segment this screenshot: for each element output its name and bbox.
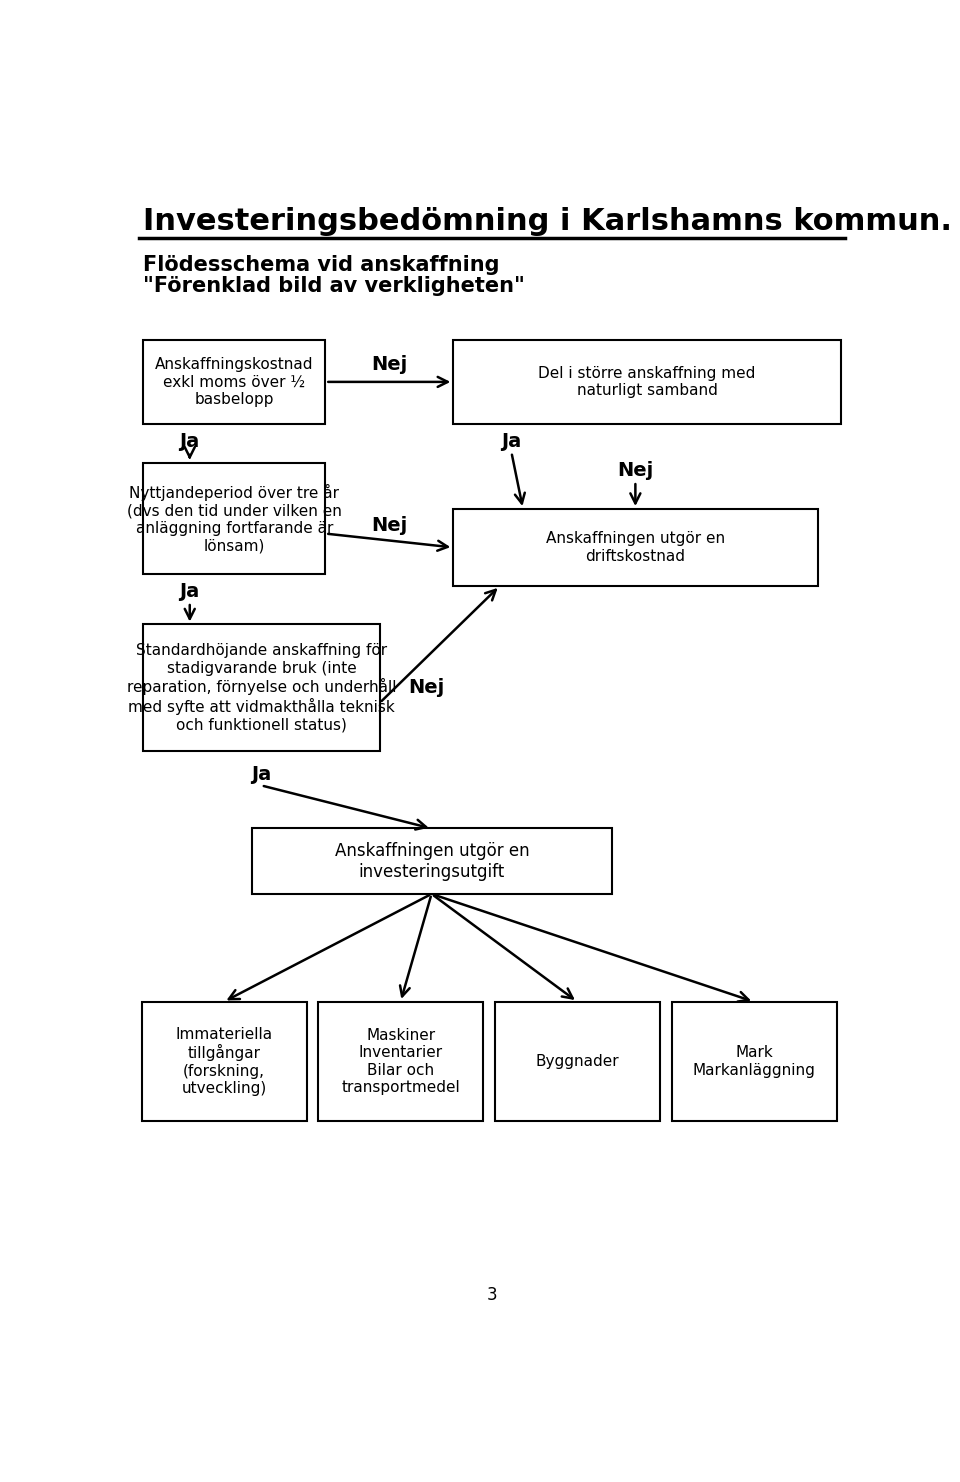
Text: Mark
Markanläggning: Mark Markanläggning xyxy=(693,1045,816,1077)
Text: Flödesschema vid anskaffning: Flödesschema vid anskaffning xyxy=(143,255,500,274)
Text: Ja: Ja xyxy=(180,582,200,600)
Text: Maskiner
Inventarier
Bilar och
transportmedel: Maskiner Inventarier Bilar och transport… xyxy=(342,1029,460,1095)
Text: 3: 3 xyxy=(487,1285,497,1304)
Text: Immateriella
tillgångar
(forskning,
utveckling): Immateriella tillgångar (forskning, utve… xyxy=(176,1027,273,1097)
Bar xyxy=(672,1002,837,1120)
Bar xyxy=(143,339,325,424)
Text: Ja: Ja xyxy=(501,431,521,451)
Text: Nej: Nej xyxy=(408,679,444,697)
Bar xyxy=(495,1002,660,1120)
Text: Byggnader: Byggnader xyxy=(536,1054,619,1069)
Text: Nyttjandeperiod över tre år
(dvs den tid under vilken en
anläggning fortfarande : Nyttjandeperiod över tre år (dvs den tid… xyxy=(127,485,342,553)
Bar xyxy=(142,1002,307,1120)
Text: Investeringsbedömning i Karlshamns kommun.: Investeringsbedömning i Karlshamns kommu… xyxy=(143,207,952,236)
Text: Standardhöjande anskaffning för
stadigvarande bruk (inte
reparation, förnyelse o: Standardhöjande anskaffning för stadigva… xyxy=(127,643,396,732)
Bar xyxy=(252,828,612,894)
Text: Anskaffningen utgör en
investeringsutgift: Anskaffningen utgör en investeringsutgif… xyxy=(335,842,529,880)
Text: Ja: Ja xyxy=(251,765,271,784)
Text: "Förenklad bild av verkligheten": "Förenklad bild av verkligheten" xyxy=(143,277,525,296)
Text: Anskaffningen utgör en
driftskostnad: Anskaffningen utgör en driftskostnad xyxy=(546,531,725,563)
Bar xyxy=(143,624,379,751)
Text: Anskaffningskostnad
exkl moms över ½
basbelopp: Anskaffningskostnad exkl moms över ½ bas… xyxy=(156,357,314,406)
Text: Nej: Nej xyxy=(617,461,654,480)
Bar xyxy=(453,508,818,585)
Text: Ja: Ja xyxy=(180,431,200,451)
Bar xyxy=(319,1002,484,1120)
Bar xyxy=(143,462,325,575)
Bar xyxy=(453,339,841,424)
Text: Nej: Nej xyxy=(371,356,407,375)
Text: Nej: Nej xyxy=(371,516,407,535)
Text: Del i större anskaffning med
naturligt samband: Del i större anskaffning med naturligt s… xyxy=(539,366,756,399)
